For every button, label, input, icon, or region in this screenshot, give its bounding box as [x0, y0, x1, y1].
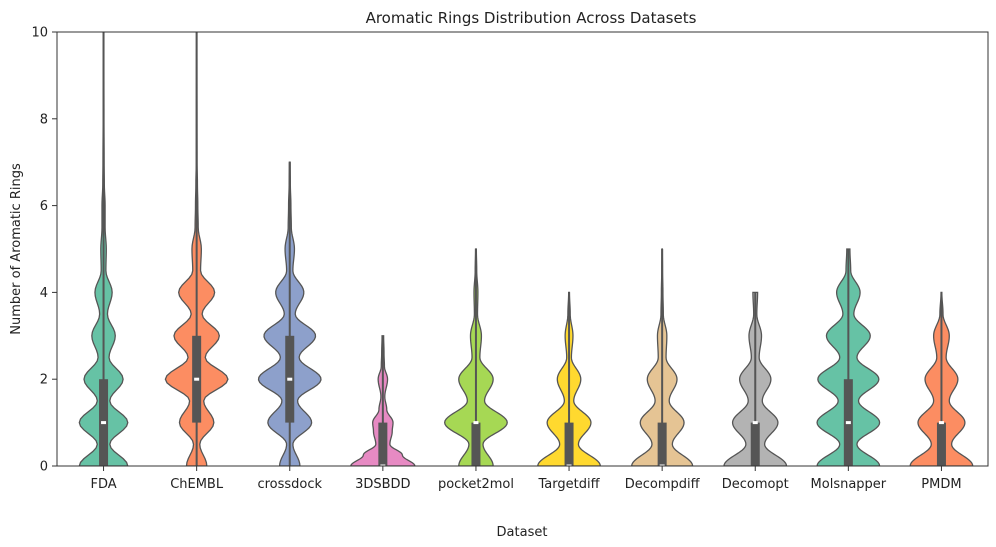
iqr-box-Targetdiff	[564, 422, 574, 466]
iqr-box-Decomopt	[750, 422, 760, 466]
chart-title: Aromatic Rings Distribution Across Datas…	[366, 9, 697, 27]
y-tick-label: 8	[40, 112, 48, 127]
median-marker-3DSBDD	[380, 464, 386, 466]
y-axis: 0 2 4 6 8 10	[31, 26, 57, 475]
median-marker-FDA	[101, 421, 107, 425]
median-marker-Targetdiff	[566, 464, 572, 466]
x-tick-label: Targetdiff	[538, 477, 601, 492]
y-tick-label: 4	[40, 286, 48, 301]
x-tick-label: Decompdiff	[625, 477, 701, 492]
x-axis: FDA ChEMBL crossdock 3DSBDD pocket2mol Target…	[90, 466, 962, 492]
median-marker-pocket2mol	[473, 421, 479, 425]
plot-area	[78, 32, 974, 466]
x-tick-label: Molsnapper	[811, 477, 887, 492]
y-tick-label: 10	[31, 26, 48, 41]
y-axis-title: Number of Aromatic Rings	[9, 163, 24, 335]
x-tick-label: FDA	[90, 477, 116, 492]
y-tick-label: 0	[40, 460, 48, 475]
x-tick-label: crossdock	[257, 477, 322, 492]
median-marker-ChEMBL	[194, 377, 200, 381]
median-marker-Decomopt	[752, 421, 758, 425]
iqr-box-pocket2mol	[471, 422, 481, 466]
median-marker-crossdock	[287, 377, 293, 381]
x-tick-label: pocket2mol	[438, 477, 514, 492]
iqr-box-PMDM	[936, 422, 946, 466]
x-tick-label: 3DSBDD	[355, 477, 410, 492]
iqr-box-Decompdiff	[657, 422, 667, 466]
median-marker-Decompdiff	[659, 464, 665, 466]
x-tick-label: Decomopt	[722, 477, 789, 492]
median-marker-Molsnapper	[845, 421, 851, 425]
x-tick-label: PMDM	[921, 477, 961, 492]
x-tick-label: ChEMBL	[170, 477, 224, 492]
y-tick-label: 2	[40, 373, 48, 388]
median-marker-PMDM	[938, 421, 944, 425]
y-tick-label: 6	[40, 199, 48, 214]
x-axis-title: Dataset	[497, 525, 548, 540]
plot-frame	[56, 31, 989, 467]
iqr-box-3DSBDD	[378, 422, 388, 466]
